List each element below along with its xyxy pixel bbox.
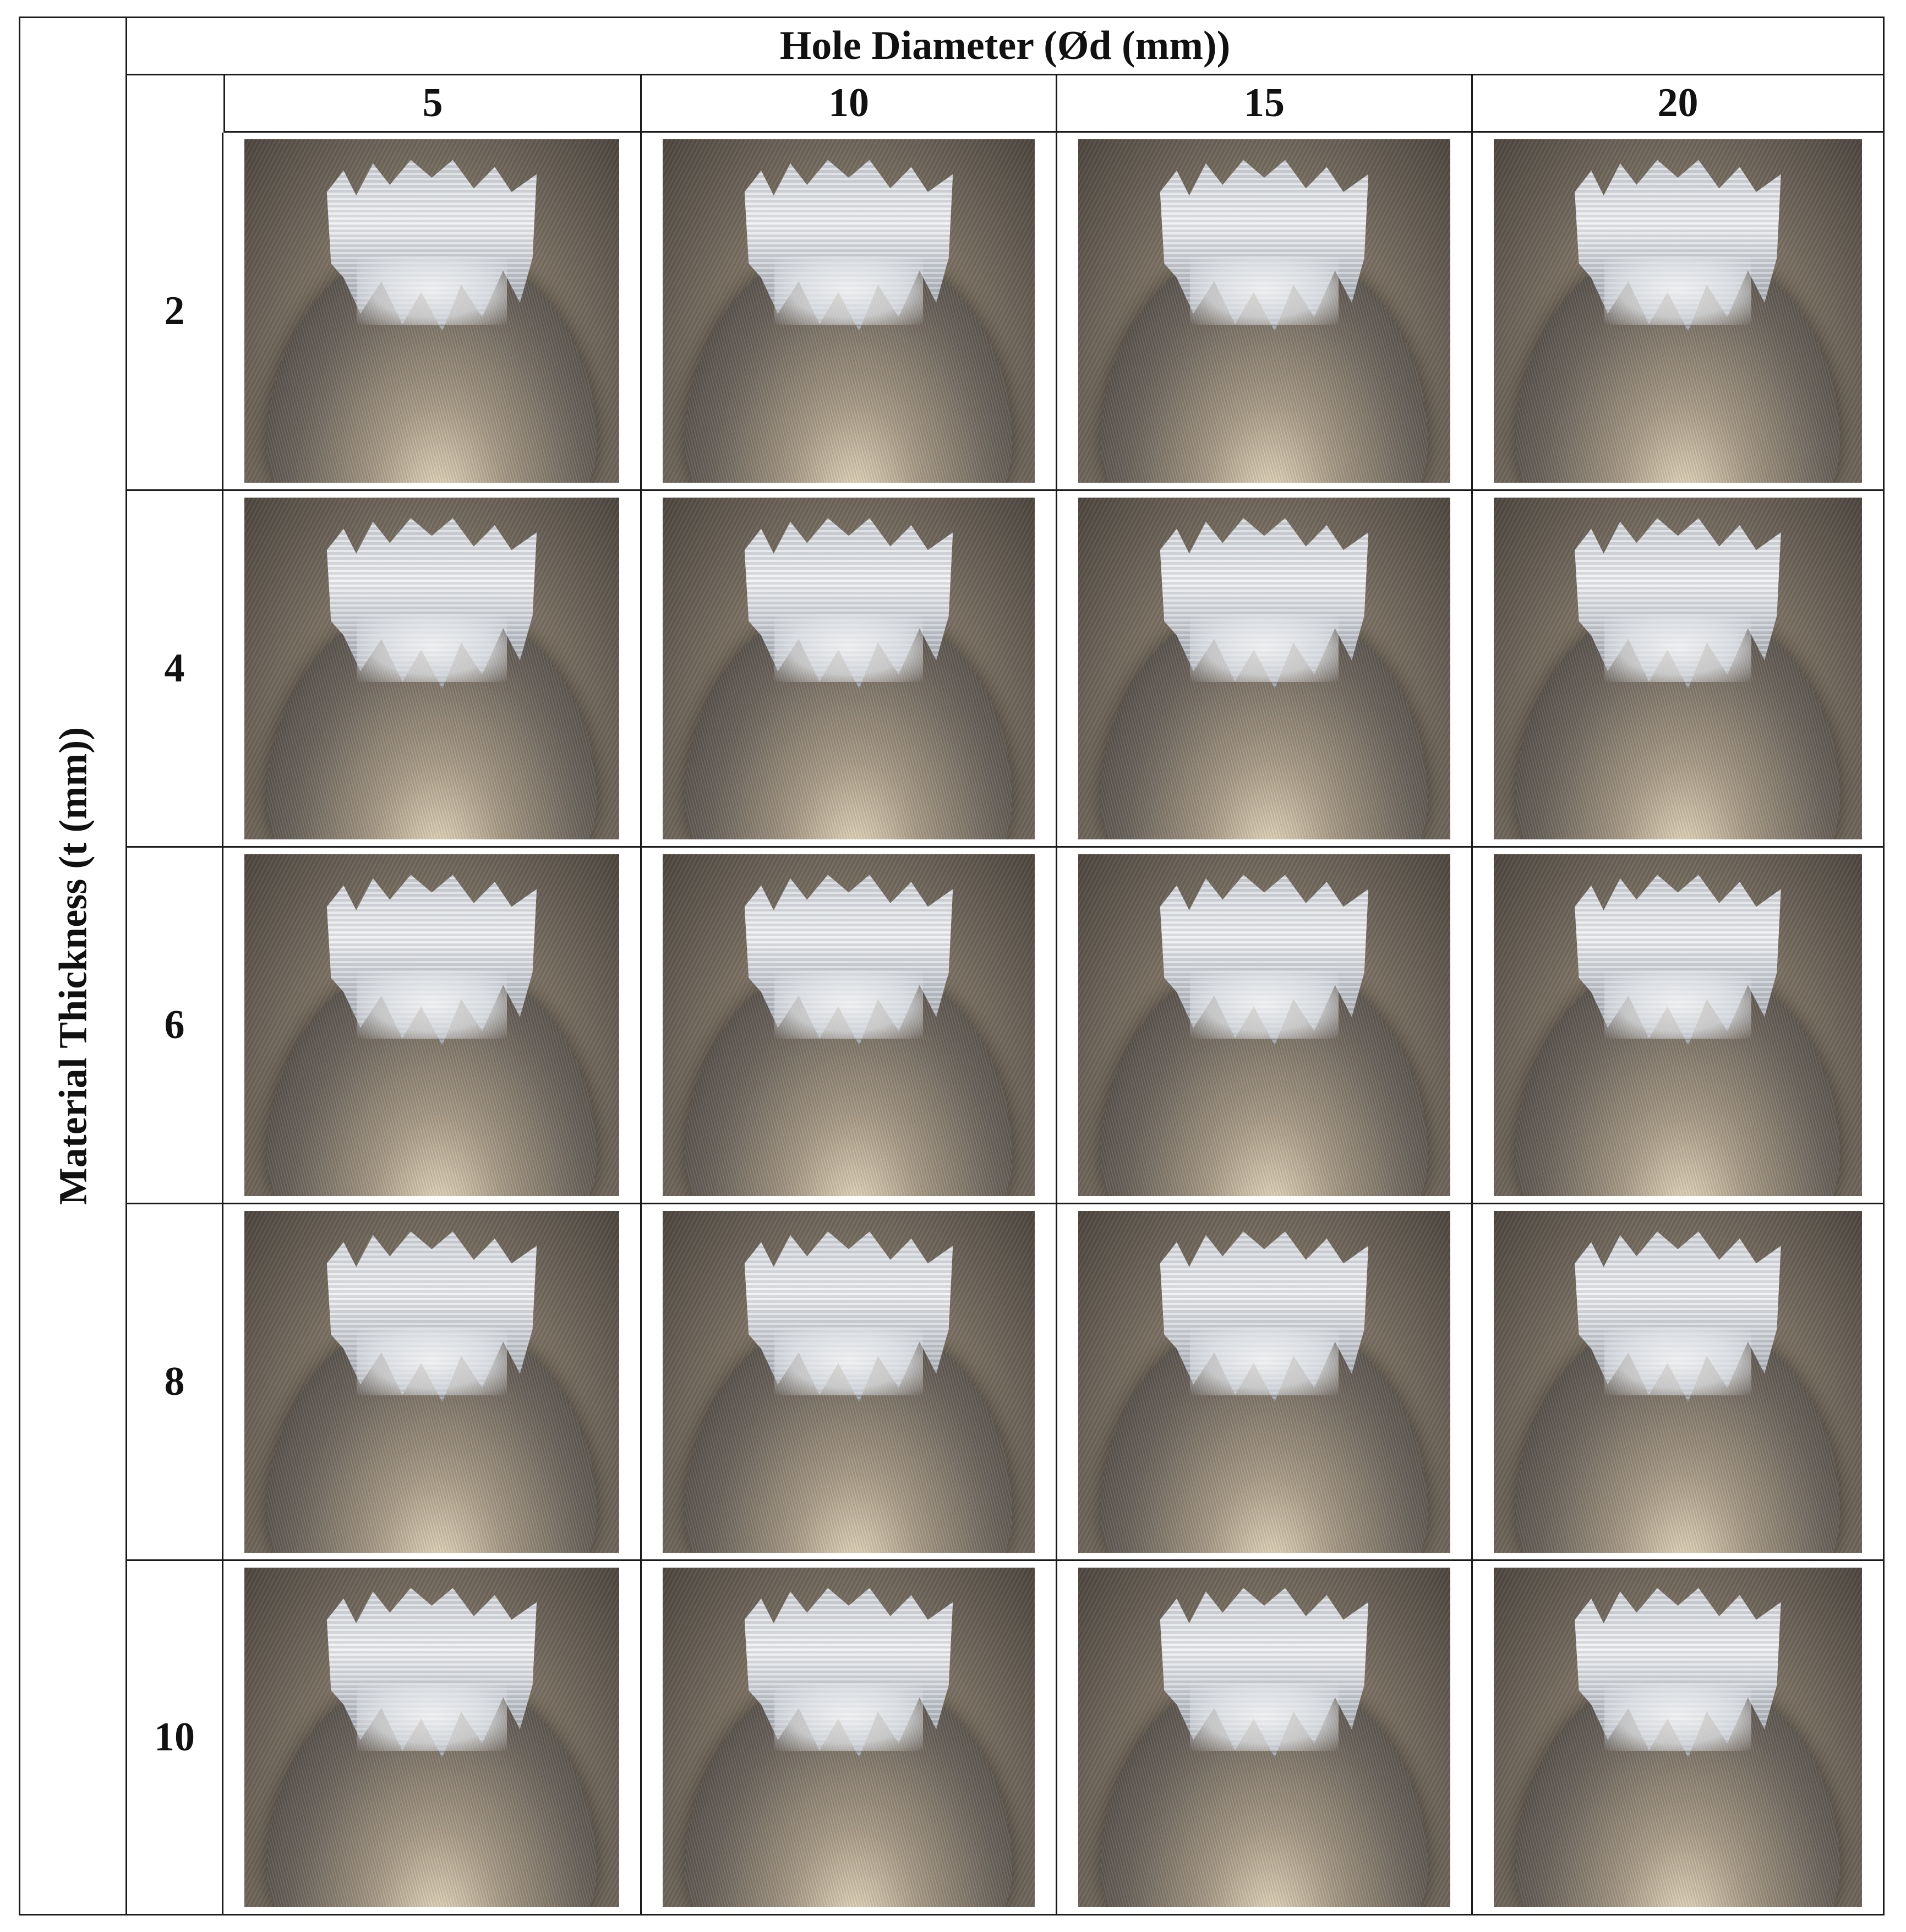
photo-cell <box>640 848 1056 1203</box>
specimen-photo <box>244 498 619 839</box>
specimen-photo <box>244 854 619 1196</box>
specimen-photo <box>663 854 1035 1196</box>
photo-cell <box>640 133 1056 489</box>
row-label-6: 6 <box>127 848 223 1203</box>
photo-cell <box>223 491 640 846</box>
material-thickness-label: Material Thickness (t (mm)) <box>51 727 95 1205</box>
specimen-photo <box>1494 139 1862 483</box>
thickness-row-4: 4 <box>127 489 1883 846</box>
specimen-photo <box>663 1211 1035 1553</box>
specimen-photo <box>1078 1211 1450 1553</box>
photo-cell <box>1471 1561 1883 1914</box>
photo-cell <box>1056 1204 1471 1559</box>
photo-cell <box>1056 491 1471 846</box>
specimen-photo <box>1078 1568 1450 1907</box>
photo-cell <box>640 491 1056 846</box>
specimen-photo <box>1078 854 1450 1196</box>
specimen-photo <box>1078 139 1450 483</box>
specimen-photo <box>1078 498 1450 839</box>
specimen-photo <box>1494 498 1862 839</box>
photo-cell <box>1471 491 1883 846</box>
row-label-8: 8 <box>127 1204 223 1559</box>
thickness-row-8: 8 <box>127 1203 1883 1559</box>
specimen-photo-grid: Material Thickness (t (mm)) Hole Diamete… <box>19 17 1885 1915</box>
specimen-photo <box>663 498 1035 839</box>
specimen-photo <box>1494 854 1862 1196</box>
photo-cell <box>1056 1561 1471 1914</box>
column-header-10: 10 <box>640 75 1056 133</box>
photo-cell <box>1056 848 1471 1203</box>
specimen-photo <box>244 139 619 483</box>
thickness-row-2: 2 <box>127 133 1883 489</box>
specimen-photo <box>663 1568 1035 1907</box>
photo-cell <box>223 848 640 1203</box>
thickness-row-10: 10 <box>127 1559 1883 1914</box>
row-label-2: 2 <box>127 133 223 489</box>
specimen-photo <box>244 1211 619 1553</box>
photo-cell <box>1471 848 1883 1203</box>
photo-cell <box>223 1204 640 1559</box>
row-label-10: 10 <box>127 1561 223 1914</box>
row-label-4: 4 <box>127 491 223 846</box>
photo-cell <box>223 1561 640 1914</box>
column-header-5: 5 <box>223 75 640 133</box>
specimen-photo <box>663 139 1035 483</box>
column-header-15: 15 <box>1056 75 1471 133</box>
hole-diameter-header: Hole Diameter (Ød (mm)) <box>127 18 1883 75</box>
photo-cell <box>1471 1204 1883 1559</box>
photo-cell <box>1056 133 1471 489</box>
specimen-photo <box>1494 1568 1862 1907</box>
column-header-20: 20 <box>1471 75 1883 133</box>
photo-cell <box>1471 133 1883 489</box>
photo-cell <box>640 1561 1056 1914</box>
specimen-photo <box>1494 1211 1862 1553</box>
specimen-photo <box>244 1568 619 1907</box>
thickness-row-6: 6 <box>127 846 1883 1203</box>
y-axis-label-cell: Material Thickness (t (mm)) <box>20 18 127 1914</box>
photo-cell <box>640 1204 1056 1559</box>
photo-cell <box>223 133 640 489</box>
